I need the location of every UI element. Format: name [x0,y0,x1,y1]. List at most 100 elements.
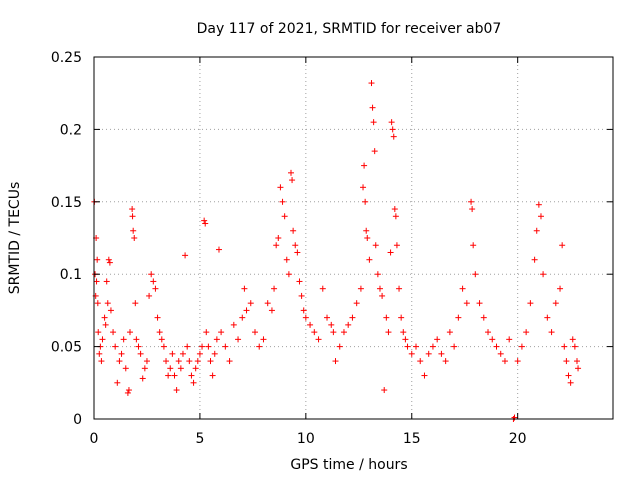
data-point [307,321,314,328]
data-point [239,314,246,321]
data-point [561,343,568,350]
data-point [112,343,119,350]
data-point [421,372,428,379]
data-point [434,336,441,343]
data-point [402,336,409,343]
plot-frame [93,56,614,420]
data-point [296,278,303,285]
data-point [133,336,140,343]
data-point [143,358,150,365]
data-point [158,336,165,343]
data-point [470,242,477,249]
data-point [271,285,278,292]
data-point [150,278,157,285]
data-point [569,336,576,343]
data-point [544,314,551,321]
data-point [362,198,369,205]
data-point [152,285,159,292]
data-point [205,343,212,350]
data-point [281,213,288,220]
data-point [300,307,307,314]
x-tick-label: 10 [297,431,315,447]
data-point [506,336,513,343]
data-point [160,343,167,350]
data-point [283,256,290,263]
data-point [451,343,458,350]
data-point [222,343,229,350]
y-tick-label: 0.1 [60,267,82,283]
data-point [328,321,335,328]
x-tick-label: 15 [403,431,421,447]
data-point [469,206,476,213]
data-point [385,329,392,336]
data-point [345,321,352,328]
data-point [118,350,125,357]
data-point [130,227,137,234]
y-axis-ticks: 0 0.05 0.1 0.15 0.2 0.25 [51,50,613,428]
data-point [94,300,101,307]
data-point [105,256,112,263]
data-point [268,307,275,314]
data-point [363,227,370,234]
data-point [202,220,209,227]
data-point [156,329,163,336]
data-point [417,358,424,365]
data-point [446,329,453,336]
data-point [324,314,331,321]
x-tick-label: 0 [90,431,99,447]
data-point [381,387,388,394]
data-point [531,256,538,263]
data-point [203,329,210,336]
data-point [425,350,432,357]
data-points [91,80,582,422]
data-point [400,329,407,336]
data-point [96,350,103,357]
grid-lines [94,57,613,419]
data-point [330,329,337,336]
data-point [442,358,449,365]
data-point [518,343,525,350]
data-point [177,365,184,372]
data-point [290,227,297,234]
data-point [129,206,136,213]
data-point [275,235,282,241]
data-point [485,329,492,336]
x-axis-ticks: 0 5 10 15 20 [90,57,527,447]
data-point [361,162,368,169]
data-point [211,350,218,357]
data-point [114,379,121,386]
data-point [493,343,500,350]
data-point [396,285,403,292]
data-point [391,206,398,213]
data-point [292,242,299,249]
data-point [241,285,248,292]
data-point [154,314,161,321]
data-point [124,389,131,396]
data-point [412,343,419,350]
data-point [537,213,544,220]
data-point [388,119,395,126]
data-point [213,336,220,343]
data-point [393,242,400,249]
data-point [279,198,286,205]
data-point [336,343,343,350]
data-point [311,329,318,336]
data-point [366,256,373,263]
data-point [533,227,540,234]
data-point [489,336,496,343]
data-point [319,285,326,292]
data-point [567,379,574,386]
data-point [438,350,445,357]
data-point [207,358,214,365]
data-point [95,329,102,336]
data-point [194,358,201,365]
data-point [389,126,396,133]
data-point [273,242,280,249]
x-tick-label: 5 [195,431,204,447]
data-point [298,292,305,299]
data-point [559,242,566,249]
data-point [190,379,197,386]
data-point [372,242,379,249]
data-point [215,246,222,253]
data-point [332,358,339,365]
